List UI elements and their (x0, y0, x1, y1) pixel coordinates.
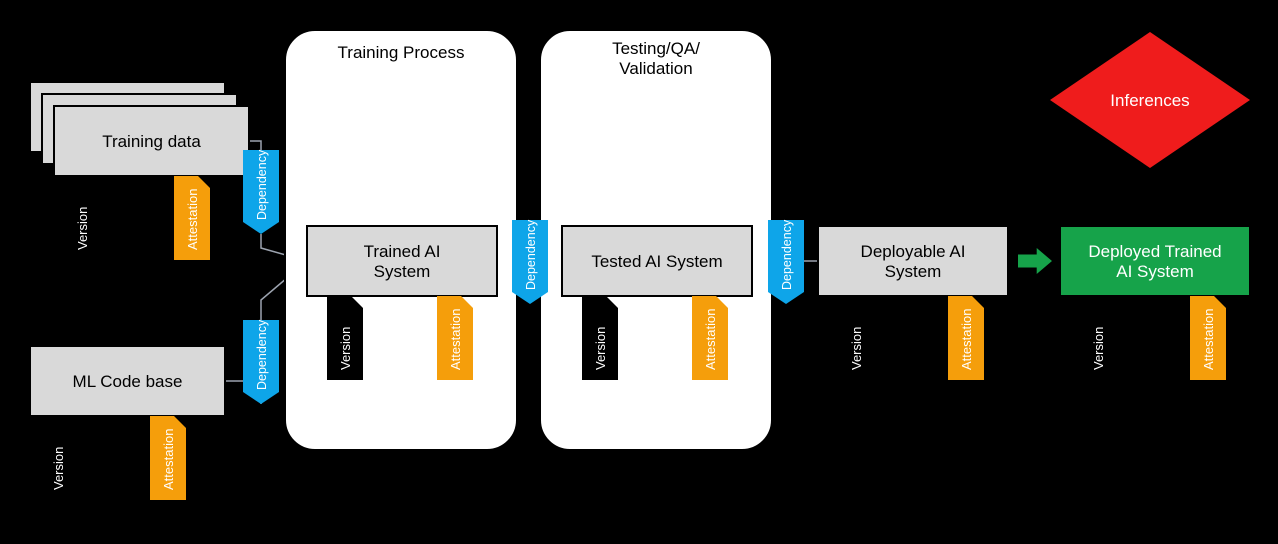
svg-text:Validation: Validation (619, 59, 692, 78)
tested-ai-version-tag: Version (582, 296, 618, 380)
svg-text:Attestation: Attestation (1201, 309, 1216, 370)
deployed-ai-version-tag: Version (1080, 296, 1116, 380)
training-data-box: Training data (54, 106, 249, 176)
svg-text:Version: Version (849, 327, 864, 370)
deployable-ai-box: Deployable AISystem (818, 226, 1008, 296)
dependency-tag-4: Dependency (768, 219, 804, 304)
svg-text:System: System (885, 262, 942, 281)
deployed-ai-box: Deployed TrainedAI System (1060, 226, 1250, 296)
svg-text:System: System (374, 262, 431, 281)
dependency-tag-2: Dependency (243, 319, 279, 404)
svg-text:Attestation: Attestation (703, 309, 718, 370)
svg-text:Dependency: Dependency (780, 219, 794, 290)
trained-ai-version-tag: Version (327, 296, 363, 380)
training-data-attestation-tag: Attestation (174, 176, 210, 260)
svg-text:Attestation: Attestation (959, 309, 974, 370)
svg-text:ML Code base: ML Code base (73, 372, 183, 391)
svg-text:Dependency: Dependency (255, 319, 269, 390)
deployable-ai-version-tag: Version (838, 296, 874, 380)
svg-text:Tested AI System: Tested AI System (591, 252, 722, 271)
svg-text:Version: Version (51, 447, 66, 490)
svg-text:Version: Version (593, 327, 608, 370)
dependency-tag-3: Dependency (512, 219, 548, 304)
trained-ai-box: Trained AISystem (307, 226, 497, 296)
svg-text:Testing/QA/: Testing/QA/ (612, 39, 700, 58)
svg-text:Attestation: Attestation (185, 189, 200, 250)
svg-text:Training Process: Training Process (338, 43, 465, 62)
svg-text:Training data: Training data (102, 132, 201, 151)
tested-ai-box: Tested AI System (562, 226, 752, 296)
svg-text:Version: Version (75, 207, 90, 250)
tested-ai-attestation-tag: Attestation (692, 296, 728, 380)
deployable-ai-attestation-tag: Attestation (948, 296, 984, 380)
deploy-arrow-icon (1018, 248, 1052, 274)
ml-code-base-version-tag: Version (40, 416, 76, 500)
svg-text:Deployed Trained: Deployed Trained (1088, 242, 1221, 261)
svg-text:Inferences: Inferences (1110, 91, 1189, 110)
svg-text:Version: Version (1091, 327, 1106, 370)
svg-text:Deployable AI: Deployable AI (861, 242, 966, 261)
svg-text:Dependency: Dependency (524, 219, 538, 290)
svg-text:Version: Version (338, 327, 353, 370)
svg-text:AI System: AI System (1116, 262, 1193, 281)
svg-text:Dependency: Dependency (255, 149, 269, 220)
svg-text:Attestation: Attestation (448, 309, 463, 370)
dependency-tag-1: Dependency (243, 149, 279, 234)
inferences-diamond: Inferences (1050, 32, 1250, 168)
training-data-version-tag: Version (64, 176, 100, 260)
ml-code-base-attestation-tag: Attestation (150, 416, 186, 500)
ml-code-base-box: ML Code base (30, 346, 225, 416)
trained-ai-attestation-tag: Attestation (437, 296, 473, 380)
svg-text:Trained AI: Trained AI (364, 242, 441, 261)
deployed-ai-attestation-tag: Attestation (1190, 296, 1226, 380)
svg-text:Attestation: Attestation (161, 429, 176, 490)
